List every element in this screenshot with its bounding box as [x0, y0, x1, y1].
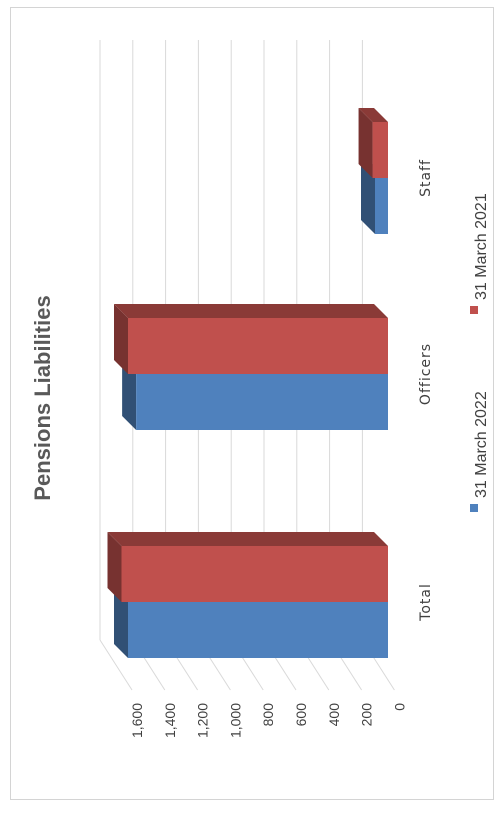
bar-top-face	[358, 108, 388, 122]
bar-end-face	[114, 588, 128, 658]
bar	[372, 122, 388, 178]
bar-top-face	[107, 532, 388, 546]
legend-swatch	[470, 306, 478, 314]
value-tick-label: 1,400	[162, 703, 178, 738]
bar-end-face	[122, 360, 137, 430]
bar-end-face	[107, 532, 122, 602]
value-axis-ticks: 0 200 400 600 800 1,000 1,200 1,400 1,600	[129, 703, 407, 738]
value-tick-label: 1,200	[195, 703, 211, 738]
value-tick-label: 200	[359, 703, 375, 727]
bar-end-face	[361, 164, 375, 234]
bar	[375, 178, 388, 234]
floor-line	[99, 639, 133, 691]
bar	[121, 546, 388, 602]
legend-label: 31 March 2021	[473, 193, 490, 300]
legend-swatch	[470, 504, 478, 512]
bar-end-face	[358, 108, 373, 178]
value-tick-label: 0	[391, 703, 407, 711]
value-tick-label: 400	[326, 703, 342, 727]
value-tick-label: 600	[293, 703, 309, 727]
legend-label: 31 March 2022	[473, 391, 490, 498]
bar	[128, 602, 388, 658]
value-tick-label: 1,600	[129, 703, 145, 738]
category-labels: Total Officers Staff	[418, 159, 434, 622]
bar	[128, 318, 388, 374]
category-label: Total	[418, 583, 434, 622]
bars	[107, 108, 388, 658]
bar-top-face	[114, 304, 388, 318]
chart-title: Pensions Liabilities	[30, 295, 55, 500]
legend: 31 March 2022 31 March 2021	[470, 193, 490, 512]
bar	[136, 374, 388, 430]
category-label: Officers	[418, 343, 434, 405]
category-label: Staff	[418, 159, 434, 197]
bar-end-face	[114, 304, 128, 374]
value-tick-label: 800	[260, 703, 276, 727]
value-tick-label: 1,000	[227, 703, 243, 738]
